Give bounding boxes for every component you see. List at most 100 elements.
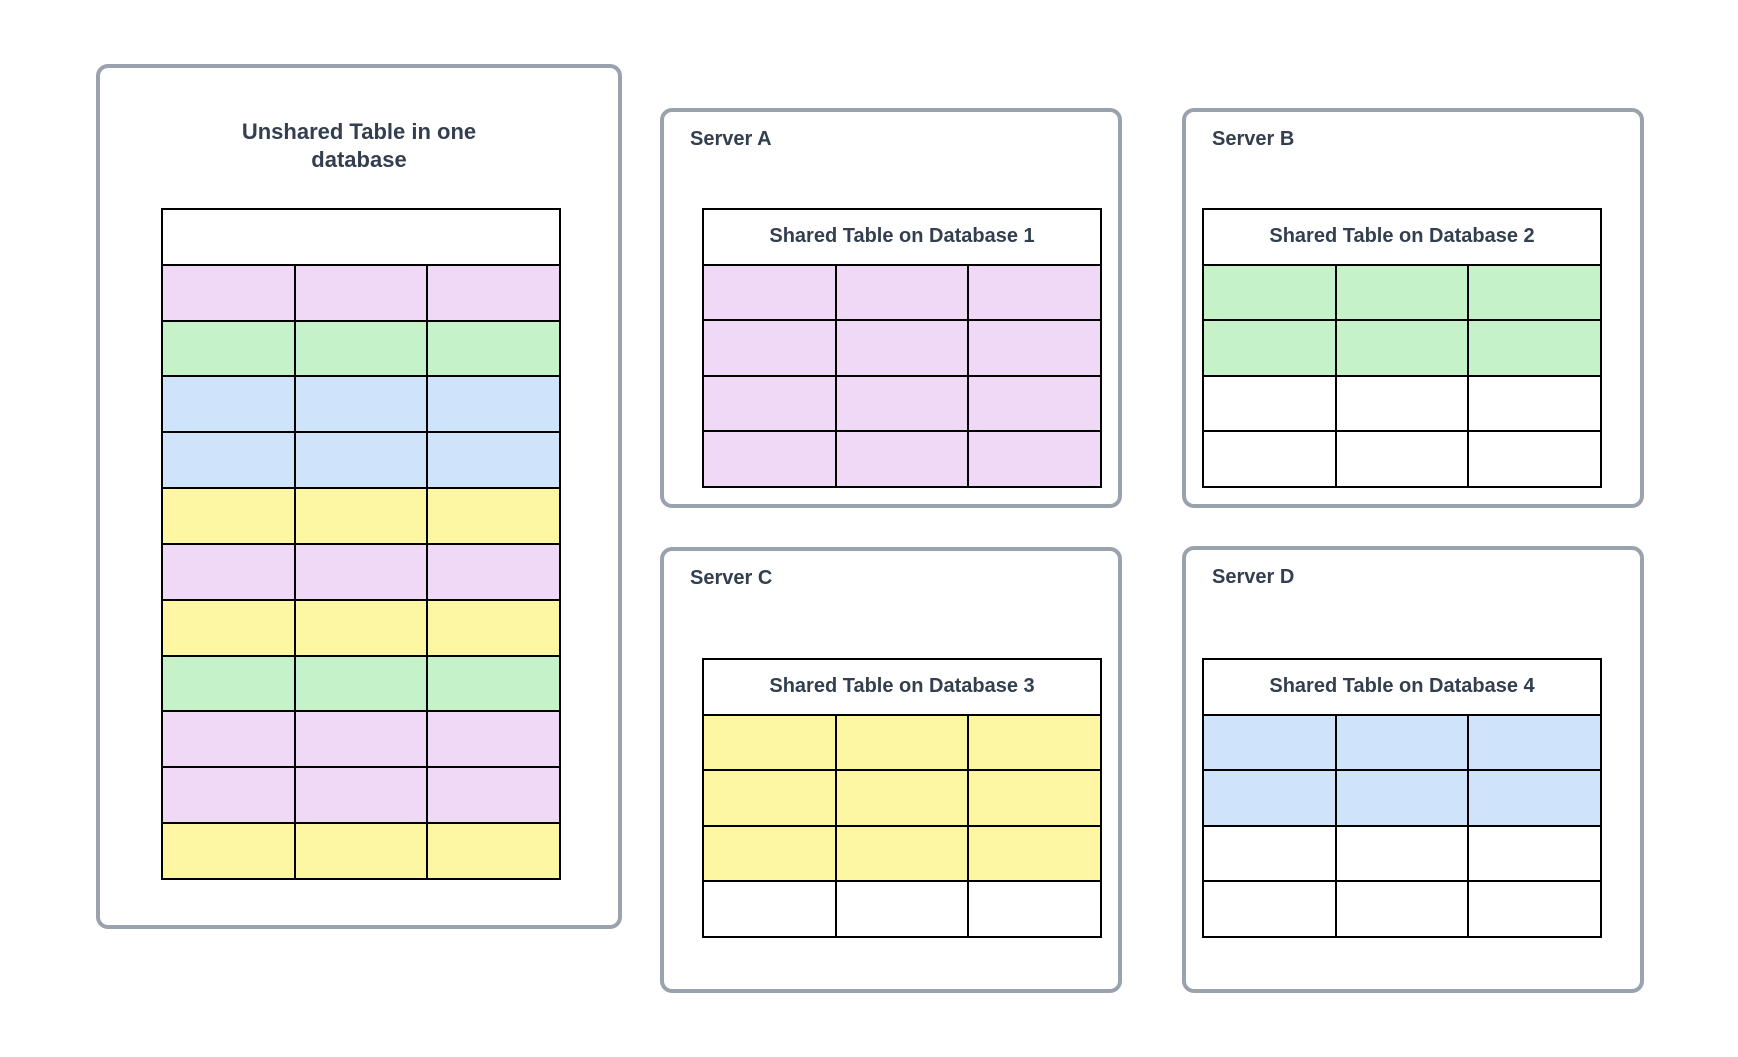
table-cell [967, 882, 1100, 936]
table-cell [1467, 321, 1600, 375]
table-cell [426, 377, 559, 432]
table-cell [163, 824, 294, 878]
table-cell [704, 827, 835, 881]
table-cell [293, 712, 427, 767]
table-cell [1467, 432, 1600, 486]
table-cell [293, 656, 427, 711]
table-cell [163, 545, 294, 599]
server-b-table: Shared Table on Database 2 [1202, 208, 1602, 488]
table-cell [1334, 265, 1468, 320]
server-d-panel: Server D Shared Table on Database 4 [1182, 546, 1644, 993]
table-cell [1204, 827, 1335, 881]
table-row-blue [1204, 713, 1600, 770]
table-cell [834, 771, 968, 825]
table-cell [293, 377, 427, 432]
table-cell [967, 321, 1100, 375]
table-row-white [1204, 430, 1600, 486]
table-cell [704, 432, 835, 486]
table-cell [163, 266, 294, 320]
server-d-table-header: Shared Table on Database 4 [1204, 660, 1600, 714]
table-cell [293, 768, 427, 823]
table-cell [1204, 266, 1335, 320]
table-cell [967, 826, 1100, 881]
table-row-yellow [704, 824, 1100, 881]
table-cell [293, 544, 427, 599]
table-cell [704, 882, 835, 936]
table-cell [834, 882, 968, 936]
table-row-pink [704, 263, 1100, 320]
table-cell [426, 656, 559, 711]
table-cell [704, 266, 835, 320]
table-cell [1204, 771, 1335, 825]
table-cell [704, 771, 835, 825]
table-cell [163, 712, 294, 766]
server-d-table: Shared Table on Database 4 [1202, 658, 1602, 938]
table-cell [704, 321, 835, 375]
table-cell [1334, 826, 1468, 881]
table-cell [1467, 715, 1600, 770]
unsharded-table [161, 208, 561, 880]
table-cell [967, 265, 1100, 320]
server-b-table-header: Shared Table on Database 2 [1204, 210, 1600, 264]
table-cell [163, 322, 294, 376]
table-cell [1467, 265, 1600, 320]
table-row-pink [163, 263, 559, 320]
table-cell [426, 824, 559, 878]
table-cell [1334, 715, 1468, 770]
table-row-yellow [704, 713, 1100, 770]
table-cell [1467, 882, 1600, 936]
table-row-blue [163, 431, 559, 488]
server-a-table-header: Shared Table on Database 1 [704, 210, 1100, 264]
table-cell [293, 433, 427, 488]
table-cell [834, 265, 968, 320]
table-cell [704, 716, 835, 770]
table-row-pink [704, 319, 1100, 375]
table-cell [1467, 771, 1600, 825]
table-row-green [1204, 319, 1600, 375]
table-cell [834, 432, 968, 486]
table-row-pink [163, 710, 559, 767]
table-cell [1204, 377, 1335, 431]
table-row-blue [1204, 769, 1600, 825]
server-c-label: Server C [690, 567, 773, 589]
table-cell [426, 321, 559, 376]
table-cell [1467, 826, 1600, 881]
table-cell [426, 712, 559, 767]
table-cell [834, 715, 968, 770]
unsharded-database-panel: Unshared Table in one database [96, 64, 622, 929]
table-cell [834, 826, 968, 881]
table-cell [163, 433, 294, 487]
table-cell [1334, 432, 1468, 486]
table-row-yellow [163, 822, 559, 878]
table-cell [293, 321, 427, 376]
table-cell [1204, 321, 1335, 375]
table-row-yellow [163, 598, 559, 655]
table-row-yellow [163, 487, 559, 543]
table-row-white [704, 880, 1100, 936]
table-cell [426, 600, 559, 655]
table-cell [967, 432, 1100, 486]
server-c-table-header: Shared Table on Database 3 [704, 660, 1100, 714]
server-b-label: Server B [1212, 128, 1295, 150]
table-cell [834, 376, 968, 431]
table-cell [426, 544, 559, 599]
unsharded-table-header [163, 210, 559, 264]
table-row-pink [163, 542, 559, 599]
table-row-yellow [704, 769, 1100, 825]
server-d-label: Server D [1212, 566, 1295, 588]
table-row-pink [704, 374, 1100, 431]
server-a-label: Server A [690, 128, 772, 150]
table-cell [426, 433, 559, 488]
table-row-white [1204, 824, 1600, 881]
unsharded-panel-title-text: Unshared Table in one database [241, 119, 477, 172]
table-cell [967, 771, 1100, 825]
table-cell [293, 600, 427, 655]
table-cell [426, 768, 559, 823]
server-a-panel: Server A Shared Table on Database 1 [660, 108, 1122, 508]
table-cell [1204, 432, 1335, 486]
table-cell [1334, 882, 1468, 936]
table-cell [293, 265, 427, 320]
table-cell [1334, 771, 1468, 825]
table-cell [163, 768, 294, 822]
